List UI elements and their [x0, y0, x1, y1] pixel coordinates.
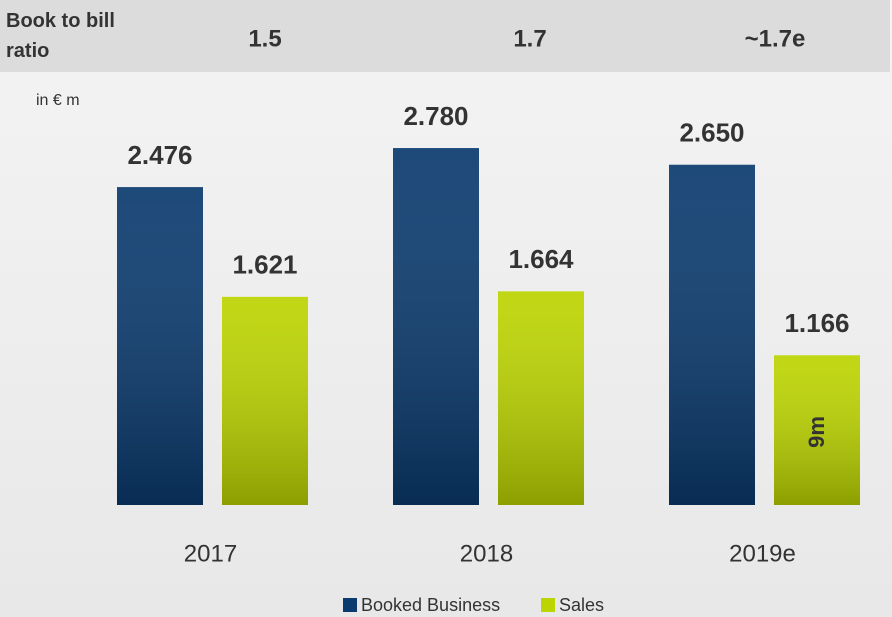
value-label: 2.650: [679, 118, 744, 148]
ratio-value: 1.5: [248, 25, 281, 52]
bar-shade: [669, 164, 755, 506]
annotation: 9m: [804, 416, 829, 448]
bar-shade: [117, 187, 203, 505]
unit-label: in € m: [36, 92, 80, 109]
book-to-bill-label: Book to bill ratio: [6, 10, 115, 62]
x-tick-label: 2017: [184, 540, 237, 567]
x-tick-label: 2019e: [729, 540, 796, 567]
bar-shade: [222, 296, 308, 505]
legend-swatch: [541, 598, 555, 612]
ratio-value: ~1.7e: [745, 25, 806, 52]
bar-shade: [774, 355, 860, 505]
value-label: 1.664: [508, 244, 574, 274]
value-label: 2.780: [403, 101, 468, 131]
header-band: [0, 0, 890, 72]
value-label: 1.166: [784, 308, 849, 338]
bar-shade: [498, 291, 584, 505]
legend-label: Sales: [559, 595, 604, 615]
x-tick-label: 2018: [460, 540, 513, 567]
value-label: 1.621: [232, 250, 297, 280]
legend-label: Booked Business: [361, 595, 500, 615]
bar-shade: [393, 148, 479, 505]
legend-swatch: [343, 598, 357, 612]
value-label: 2.476: [127, 140, 192, 170]
ratio-value: 1.7: [513, 25, 546, 52]
